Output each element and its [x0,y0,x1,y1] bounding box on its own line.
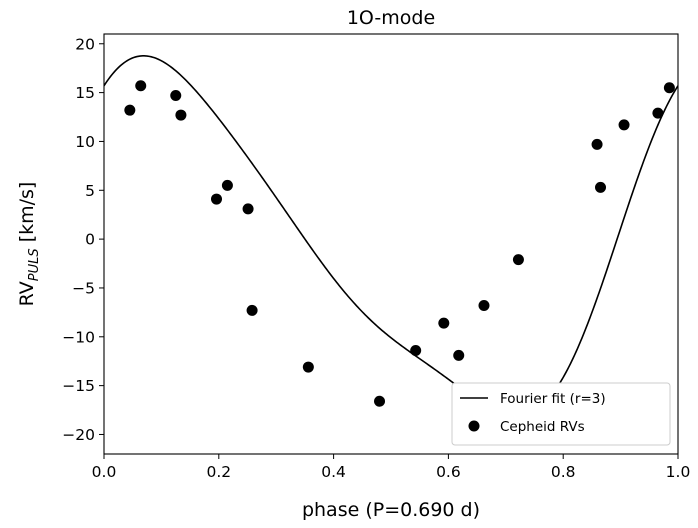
cepheid-rv-point [374,395,386,407]
x-tick-label: 0.8 [551,463,576,481]
x-tick-label: 0.6 [436,463,461,481]
y-axis-label-unit: [km/s] [16,182,38,249]
legend: Fourier fit (r=3) Cepheid RVs [451,382,671,446]
y-axis-label-subscript: PULS [27,248,42,281]
y-tick-label: −5 [72,279,95,297]
fourier-fit-series [104,55,678,418]
cepheid-rv-point [302,361,314,373]
x-tick-label: 0.2 [206,463,231,481]
legend-box [451,382,671,446]
cepheid-rv-point [135,80,147,92]
y-axis-label: RVPULS [km/s] [16,182,42,307]
cepheid-rv-point [124,104,136,116]
x-tick-label: 1.0 [666,463,691,481]
cepheid-rv-point [663,82,675,94]
legend-point-marker-icon [468,420,480,432]
cepheid-rv-point [652,107,664,119]
y-tick-label: 5 [85,182,95,200]
y-tick-label: 15 [75,84,95,102]
cepheid-rv-point [175,109,187,121]
cepheid-rv-point [246,304,258,316]
cepheid-rv-point [453,349,465,361]
y-tick-label: −10 [62,328,95,346]
y-tick-label: 10 [75,133,95,151]
cepheid-rv-point [438,317,450,329]
y-tick-label: −20 [62,426,95,444]
x-axis-ticks: 0.0 0.2 0.4 0.6 0.8 1.0 [92,454,691,481]
cepheid-rv-point [410,344,422,356]
y-axis-label-main: RV [16,281,38,306]
x-axis-label: phase (P=0.690 d) [302,499,480,521]
cepheid-rv-point [595,181,607,193]
cepheid-rv-point [591,138,603,150]
cepheid-rv-point [478,300,490,312]
cepheid-rv-point [242,203,254,215]
x-tick-label: 0.0 [92,463,117,481]
x-tick-label: 0.4 [321,463,346,481]
plot-frame [103,33,679,455]
fourier-fit-line [104,55,678,418]
y-axis-ticks: −20 −15 −10 −5 0 5 10 15 20 [62,35,104,444]
cepheid-rv-point [211,193,223,205]
cepheid-rv-point [170,90,182,102]
cepheid-rv-series [124,80,675,407]
legend-points-label: Cepheid RVs [500,419,585,435]
cepheid-rv-point [221,179,233,191]
y-tick-label: 20 [75,35,95,53]
y-tick-label: 0 [85,231,95,249]
y-tick-label: −15 [62,377,95,395]
chart-title: 1O-mode [347,7,435,29]
legend-fit-label: Fourier fit (r=3) [500,391,606,407]
cepheid-rv-point [512,254,524,266]
cepheid-rv-point [618,119,630,131]
